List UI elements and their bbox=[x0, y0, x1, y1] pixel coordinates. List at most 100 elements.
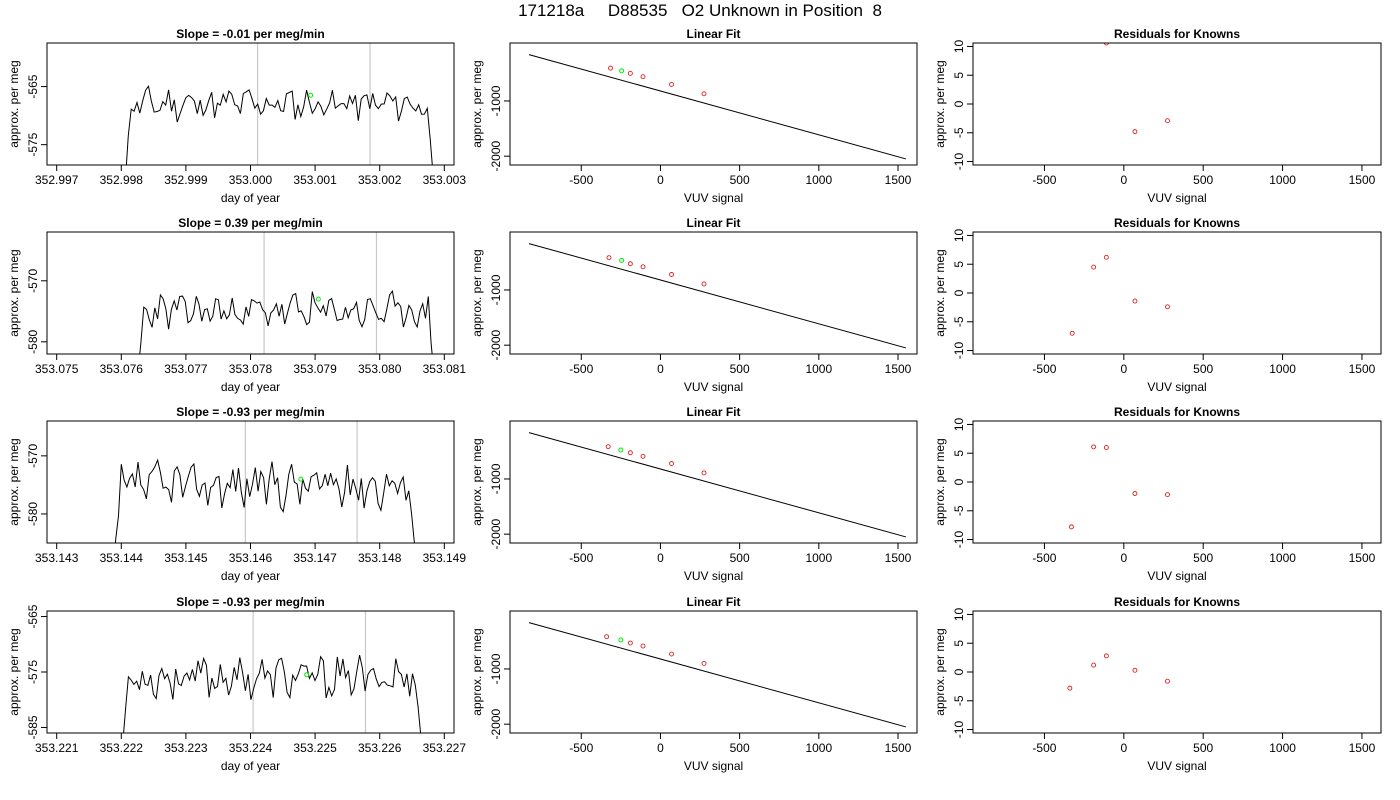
y-tick-label: -575 bbox=[26, 132, 40, 156]
fit-panel-2: Linear Fit -500 0 500 1000 1500 VUV signal -100… bbox=[470, 216, 918, 394]
plot-frame bbox=[509, 420, 918, 544]
y-tick-label: -1000 bbox=[489, 463, 503, 494]
x-tick-label: 1500 bbox=[885, 362, 912, 376]
known-point-2 bbox=[1091, 662, 1097, 668]
x-tick-label: 353.222 bbox=[100, 741, 144, 755]
series-line bbox=[125, 84, 433, 165]
known-point-5 bbox=[701, 91, 707, 97]
panel-title: Slope = -0.01 per meg/min bbox=[176, 27, 324, 41]
known-point-3 bbox=[1103, 254, 1109, 260]
y-tick-label: 0 bbox=[952, 478, 966, 485]
x-tick-label: 500 bbox=[730, 362, 750, 376]
y-axis-label: approx. per meg bbox=[7, 249, 21, 336]
x-tick-label: 353.081 bbox=[423, 362, 467, 376]
known-point-5 bbox=[1165, 304, 1170, 310]
panel-title: Slope = -0.93 per meg/min bbox=[176, 405, 324, 419]
y-tick-label: -2000 bbox=[489, 330, 503, 361]
y-tick-label: -580 bbox=[26, 502, 40, 526]
plot-frame bbox=[509, 610, 918, 734]
y-tick-label: -575 bbox=[26, 660, 40, 684]
y-tick-label: 10 bbox=[952, 607, 966, 621]
timeseries-panel-3: Slope = -0.93 per meg/min 353.143 353.144 3… bbox=[7, 405, 466, 583]
x-tick-label: 1500 bbox=[1349, 362, 1376, 376]
x-tick-label: 353.145 bbox=[164, 551, 208, 565]
x-tick-label: 353.078 bbox=[229, 362, 273, 376]
y-tick-label: 10 bbox=[952, 417, 966, 431]
page-title: 171218a D88535 O2 Unknown in Position 8 bbox=[518, 1, 882, 20]
y-tick-label: 5 bbox=[952, 261, 966, 268]
fit-line bbox=[528, 243, 907, 349]
plot-area bbox=[528, 54, 907, 160]
y-tick-label: -1000 bbox=[489, 653, 503, 684]
x-tick-label: 0 bbox=[1120, 173, 1127, 187]
x-axis-label: VUV signal bbox=[684, 191, 743, 205]
known-point-2 bbox=[627, 70, 633, 76]
y-tick-label: -5 bbox=[952, 695, 966, 706]
x-tick-label: 353.225 bbox=[293, 741, 337, 755]
x-tick-label: 352.998 bbox=[100, 173, 144, 187]
known-point-5 bbox=[701, 281, 707, 287]
x-axis-label: VUV signal bbox=[1147, 380, 1206, 394]
y-tick-label: 5 bbox=[952, 72, 966, 79]
known-point-3 bbox=[640, 74, 646, 80]
y-axis-label: approx. per meg bbox=[470, 628, 484, 715]
x-tick-label: 0 bbox=[1120, 741, 1127, 755]
panel-title: Residuals for Knowns bbox=[1114, 216, 1240, 230]
plot-area bbox=[139, 289, 433, 354]
panel-title: Residuals for Knowns bbox=[1114, 595, 1240, 609]
x-tick-label: 353.224 bbox=[229, 741, 273, 755]
residuals-panel-3: Residuals for Knowns -500 0 500 1000 1500 VUV … bbox=[933, 405, 1382, 583]
plot-area bbox=[114, 458, 415, 543]
x-tick-label: 500 bbox=[1193, 741, 1213, 755]
x-tick-label: 353.003 bbox=[423, 173, 467, 187]
y-tick-label: -570 bbox=[26, 268, 40, 292]
y-tick-label: -10 bbox=[952, 153, 966, 171]
x-tick-label: -500 bbox=[569, 362, 593, 376]
panel-title: Residuals for Knowns bbox=[1114, 27, 1240, 41]
plot-area bbox=[1068, 444, 1170, 530]
x-axis-label: VUV signal bbox=[1147, 191, 1206, 205]
known-point-1 bbox=[608, 65, 614, 71]
known-point-3 bbox=[640, 453, 646, 459]
known-point-2 bbox=[1132, 129, 1138, 135]
x-tick-label: 1000 bbox=[1269, 362, 1296, 376]
panel-title: Linear Fit bbox=[686, 405, 740, 419]
known-point-3 bbox=[1165, 118, 1170, 124]
x-tick-label: 352.997 bbox=[35, 173, 79, 187]
x-tick-label: 353.001 bbox=[293, 173, 337, 187]
plot-frame bbox=[46, 42, 455, 166]
y-tick-label: -10 bbox=[952, 531, 966, 549]
known-point-1 bbox=[604, 634, 610, 640]
unknown-point bbox=[618, 447, 624, 453]
unknown-point bbox=[619, 257, 625, 263]
x-tick-label: 353.226 bbox=[358, 741, 402, 755]
fit-line bbox=[528, 622, 907, 728]
x-axis-label: VUV signal bbox=[684, 380, 743, 394]
known-point-1 bbox=[1069, 330, 1075, 336]
known-point-4 bbox=[669, 272, 674, 277]
series-line bbox=[114, 458, 415, 543]
plot-area bbox=[528, 432, 907, 538]
x-tick-label: 1000 bbox=[805, 362, 832, 376]
y-tick-label: -585 bbox=[26, 715, 40, 739]
x-tick-label: 353.075 bbox=[35, 362, 79, 376]
y-axis-label: approx. per meg bbox=[933, 438, 947, 525]
x-axis-label: VUV signal bbox=[684, 569, 743, 583]
x-tick-label: 1500 bbox=[1349, 551, 1376, 565]
x-tick-label: 353.077 bbox=[164, 362, 208, 376]
panel-title: Slope = -0.93 per meg/min bbox=[176, 595, 324, 609]
series-line bbox=[123, 654, 422, 733]
x-tick-label: 353.148 bbox=[358, 551, 402, 565]
known-point-3 bbox=[640, 264, 646, 270]
known-point-4 bbox=[669, 81, 674, 87]
fit-panel-4: Linear Fit -500 0 500 1000 1500 VUV signal -100… bbox=[470, 595, 918, 773]
fit-panel-1: Linear Fit -500 0 500 1000 1500 VUV signal -100… bbox=[470, 27, 918, 205]
y-axis-label: approx. per meg bbox=[933, 628, 947, 715]
known-point-5 bbox=[1165, 492, 1170, 498]
x-tick-label: 500 bbox=[730, 741, 750, 755]
plot-area bbox=[123, 654, 422, 733]
x-tick-label: 500 bbox=[1193, 362, 1213, 376]
x-tick-label: 353.000 bbox=[229, 173, 273, 187]
y-tick-label: -1000 bbox=[489, 85, 503, 116]
y-axis-label: approx. per meg bbox=[470, 249, 484, 336]
